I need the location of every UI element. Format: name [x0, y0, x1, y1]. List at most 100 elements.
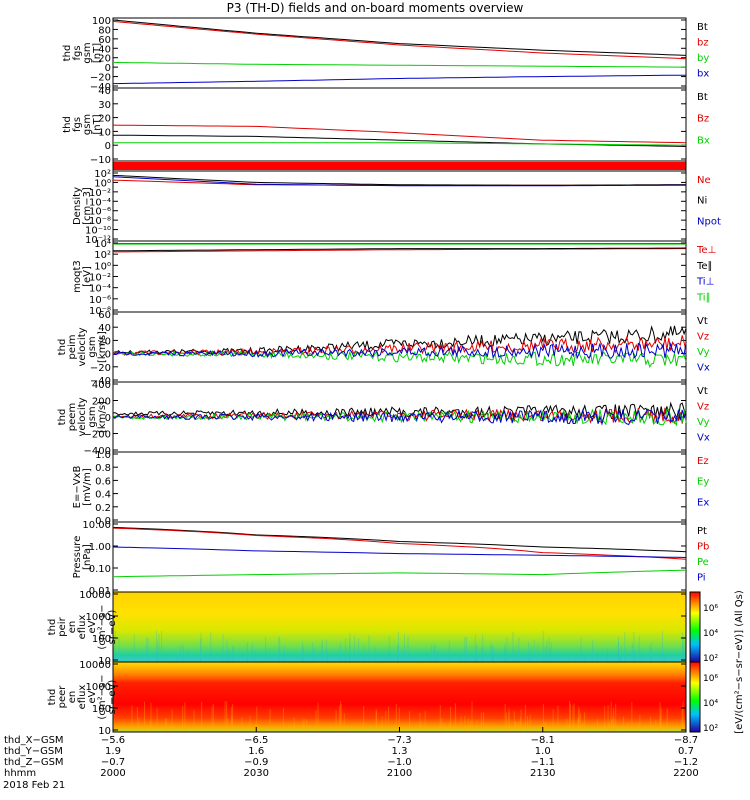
y-tick-label: 10⁰	[94, 261, 111, 272]
legend-entry: Ex	[697, 497, 709, 508]
x-tick-label: 0.7	[678, 746, 694, 757]
legend-entry: Vt	[697, 316, 708, 327]
y-tick-label: 0.01	[89, 586, 111, 597]
y-tick-label: 0.2	[95, 503, 111, 514]
legend-entry: Bt	[697, 22, 708, 33]
y-axis-label: thd	[47, 619, 58, 636]
panel-frame	[112, 451, 687, 523]
legend-entry: Bz	[697, 114, 709, 125]
y-tick-label: 10⁻⁶	[89, 295, 111, 306]
colorbar-tick: 10⁴	[703, 629, 718, 639]
x-tick-label: −7.3	[387, 735, 411, 746]
y-tick-label: −40	[90, 376, 111, 387]
legend-entry: Vx	[697, 433, 710, 444]
y-axis-label: velocity	[77, 327, 88, 366]
y-axis-label: peem	[67, 403, 78, 431]
y-tick-label: 10000	[79, 660, 111, 671]
y-tick-label: 1000	[86, 682, 111, 693]
x-tick-label: −0.9	[244, 757, 268, 768]
colorbar-tick: 10⁶	[703, 604, 718, 614]
legend-entry: Bx	[697, 135, 710, 146]
panel-frame	[112, 17, 687, 89]
y-tick-label: 10⁻²	[89, 188, 111, 199]
y-tick-label: 60	[98, 310, 111, 321]
y-axis-label: [km/s]	[97, 401, 108, 433]
y-axis-label: eflux	[77, 615, 88, 640]
y-tick-label: −200	[84, 430, 111, 441]
x-tick-label: −8.7	[674, 735, 698, 746]
y-axis-label: peer	[57, 685, 68, 709]
y-axis-label: [mV/m]	[82, 468, 93, 506]
legend-entry: Ez	[697, 456, 709, 467]
x-tick-label: 1.9	[105, 746, 121, 757]
y-tick-label: 20	[98, 54, 111, 65]
y-tick-label: −20	[90, 363, 111, 374]
y-tick-label: 80	[98, 25, 111, 36]
y-tick-label: 10⁰	[94, 178, 111, 189]
y-axis-label: [cm−3]	[82, 187, 93, 225]
x-tick-label: −0.7	[101, 757, 125, 768]
y-tick-label: 0.4	[95, 490, 111, 501]
y-tick-label: 0	[105, 63, 111, 74]
series-line-fgs-1	[112, 20, 687, 60]
series-line-density-2	[112, 176, 686, 187]
y-axis-label: E=−VxB	[72, 466, 83, 509]
series-line-fgs-0	[112, 19, 687, 56]
legend-entry: Vz	[697, 402, 709, 413]
legend-entry: Pi	[697, 573, 706, 584]
series-line-pressure-1	[112, 527, 687, 560]
y-tick-label: 400	[92, 380, 111, 391]
y-axis-label: en	[67, 691, 78, 704]
legend-entry: Ni	[697, 196, 707, 207]
x-tick-label: −5.6	[101, 735, 125, 746]
x-tick-label: −1.0	[387, 757, 411, 768]
y-tick-label: 0.8	[95, 463, 111, 474]
y-tick-label: 40	[98, 86, 111, 97]
y-tick-label: 10⁻¹²	[85, 235, 111, 246]
y-axis-label: [km/s]	[97, 331, 108, 363]
y-tick-label: 20	[98, 114, 111, 125]
series-line-fgs_dsl-2	[113, 142, 687, 146]
legend-entry: Bt	[697, 92, 708, 103]
y-axis-label: thd	[62, 45, 73, 62]
colorbar-peer	[689, 661, 701, 733]
legend-entry: Ne	[697, 175, 711, 186]
legend-entry: Pb	[697, 542, 709, 553]
legend-entry: Vy	[697, 347, 710, 358]
x-tick-label: 1.0	[535, 746, 551, 757]
y-tick-label: −10	[90, 155, 111, 166]
legend-entry: bx	[697, 69, 709, 80]
y-tick-label: 100	[92, 634, 111, 645]
y-tick-label: 10	[98, 656, 111, 667]
y-tick-label: 30	[98, 100, 111, 111]
y-axis-label: en	[67, 621, 78, 634]
status-bar	[113, 162, 686, 170]
y-tick-label: 10⁻¹⁰	[85, 226, 111, 237]
legend-entry: Vz	[697, 332, 709, 343]
y-axis-label: peim	[67, 334, 78, 359]
x-tick-label: −6.5	[244, 735, 268, 746]
y-axis-label: Pressure	[72, 536, 83, 579]
y-axis-label: gsm	[87, 336, 98, 357]
y-axis-label: sr−eV)	[107, 610, 118, 645]
y-tick-label: 10	[98, 127, 111, 138]
y-tick-label: 10⁻⁸	[89, 216, 111, 227]
y-tick-label: 10⁻⁶	[89, 207, 111, 218]
x-tick-label: 2030	[244, 768, 269, 779]
x-tick-label: −1.2	[674, 757, 698, 768]
colorbar-tick: 10²	[703, 724, 718, 734]
y-tick-label: −40	[90, 82, 111, 93]
y-axis-label: (cm²−s−	[97, 604, 108, 649]
y-tick-label: 10000	[79, 590, 111, 601]
series-line-fgs_dsl-1	[112, 124, 687, 144]
y-tick-label: 10.00	[82, 520, 111, 531]
x-tick-label: 2000	[100, 768, 125, 779]
y-axis-label: [nT]	[92, 43, 103, 63]
y-tick-label: 1000	[86, 612, 111, 623]
y-tick-label: 10⁻⁸	[89, 306, 111, 317]
legend-entry: Npot	[697, 216, 721, 227]
y-tick-label: −20	[90, 73, 111, 84]
x-row-label: thd_Z−GSM	[4, 757, 64, 768]
y-tick-label: 20	[98, 336, 111, 347]
y-tick-label: 40	[98, 44, 111, 55]
